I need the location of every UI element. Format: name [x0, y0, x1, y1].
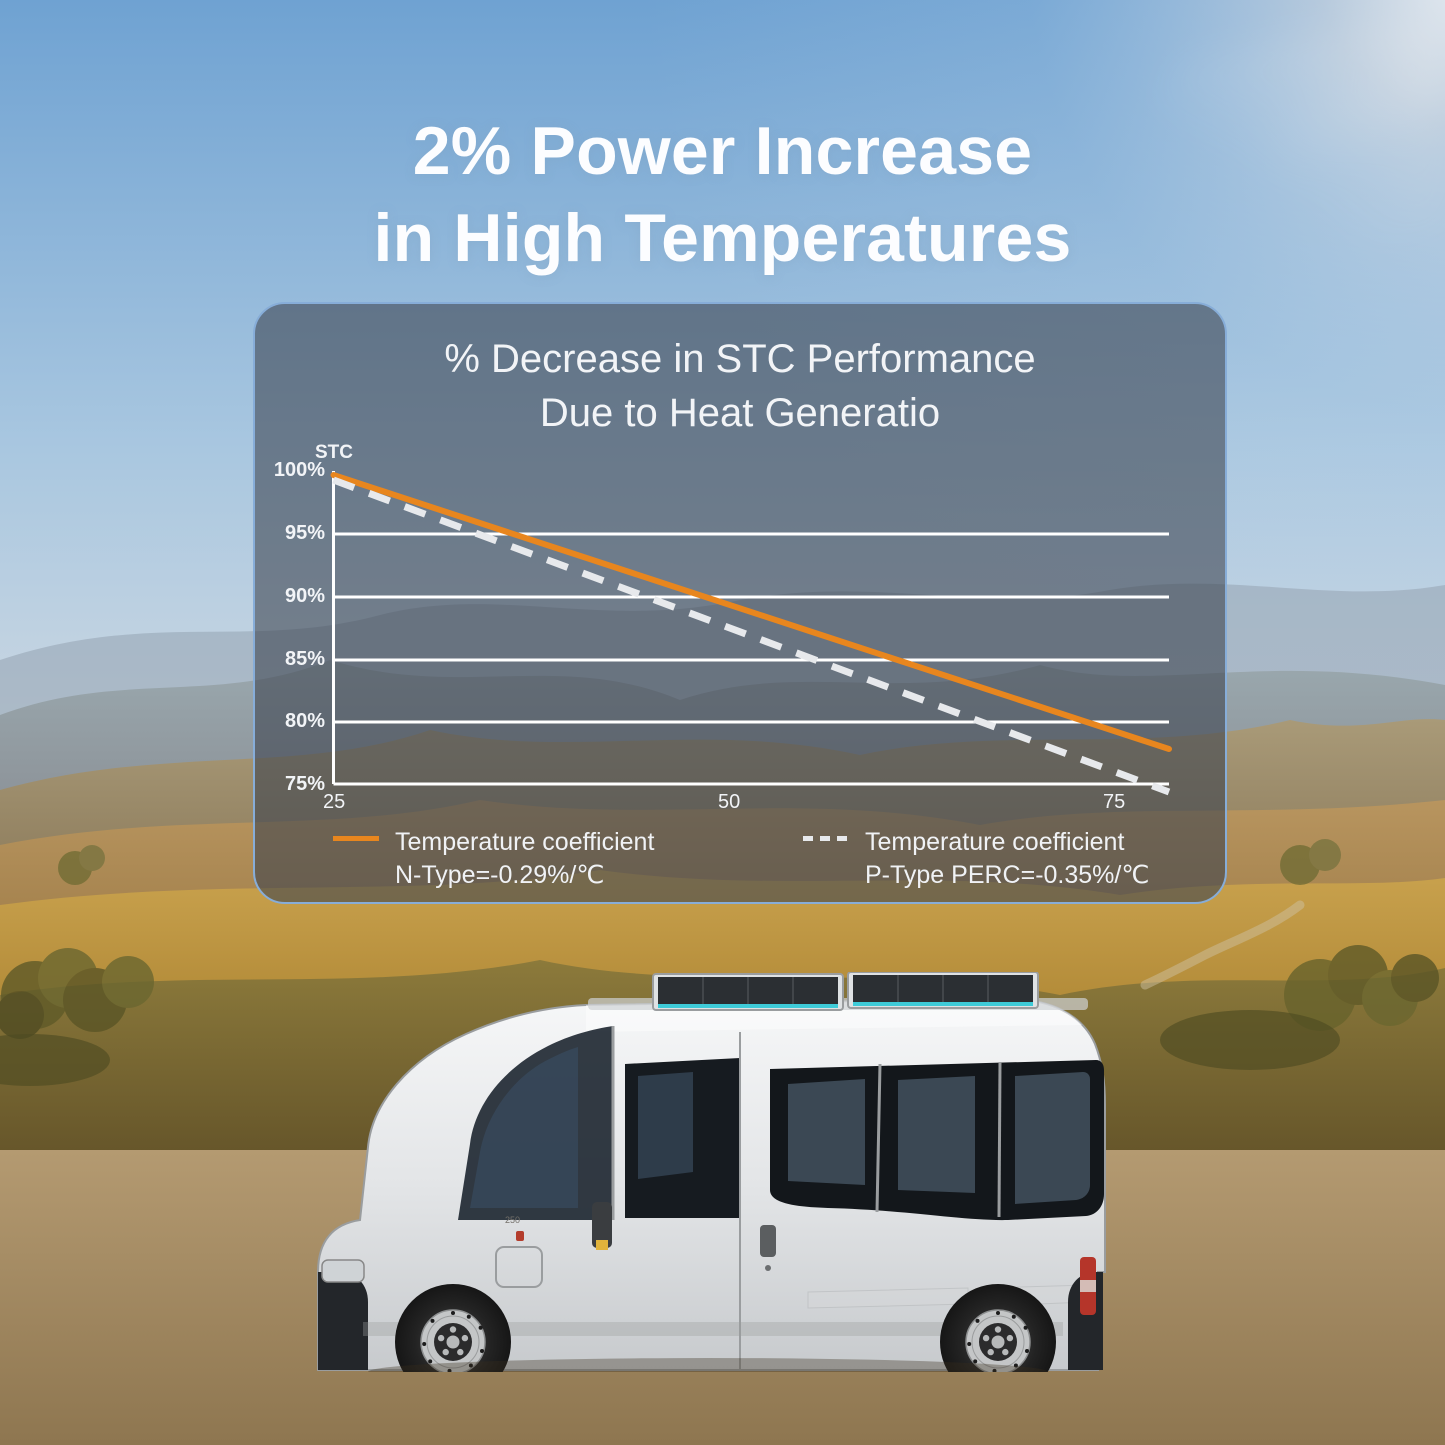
svg-text:250: 250 [505, 1215, 520, 1225]
